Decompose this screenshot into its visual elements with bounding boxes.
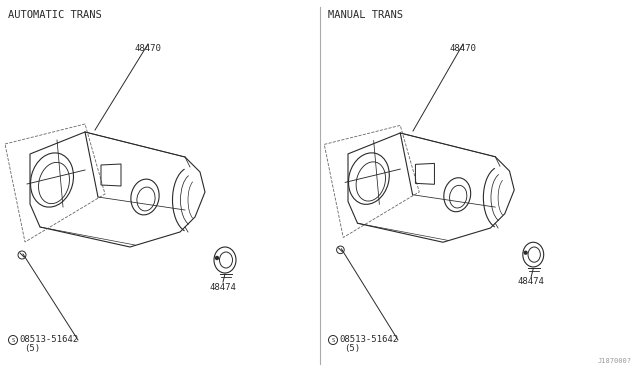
Text: 48474: 48474 — [518, 277, 545, 286]
Text: 08513-51642: 08513-51642 — [19, 336, 78, 344]
Text: S: S — [332, 337, 335, 343]
Text: 48470: 48470 — [449, 44, 476, 53]
Text: (5): (5) — [344, 343, 360, 353]
Circle shape — [216, 257, 218, 260]
Text: MANUAL TRANS: MANUAL TRANS — [328, 10, 403, 20]
Text: 08513-51642: 08513-51642 — [339, 336, 398, 344]
Circle shape — [524, 251, 527, 254]
Text: (5): (5) — [24, 343, 40, 353]
Text: 48474: 48474 — [209, 283, 236, 292]
Text: 48470: 48470 — [134, 44, 161, 53]
Text: S: S — [12, 337, 15, 343]
Text: AUTOMATIC TRANS: AUTOMATIC TRANS — [8, 10, 102, 20]
Text: J187000?: J187000? — [598, 358, 632, 364]
